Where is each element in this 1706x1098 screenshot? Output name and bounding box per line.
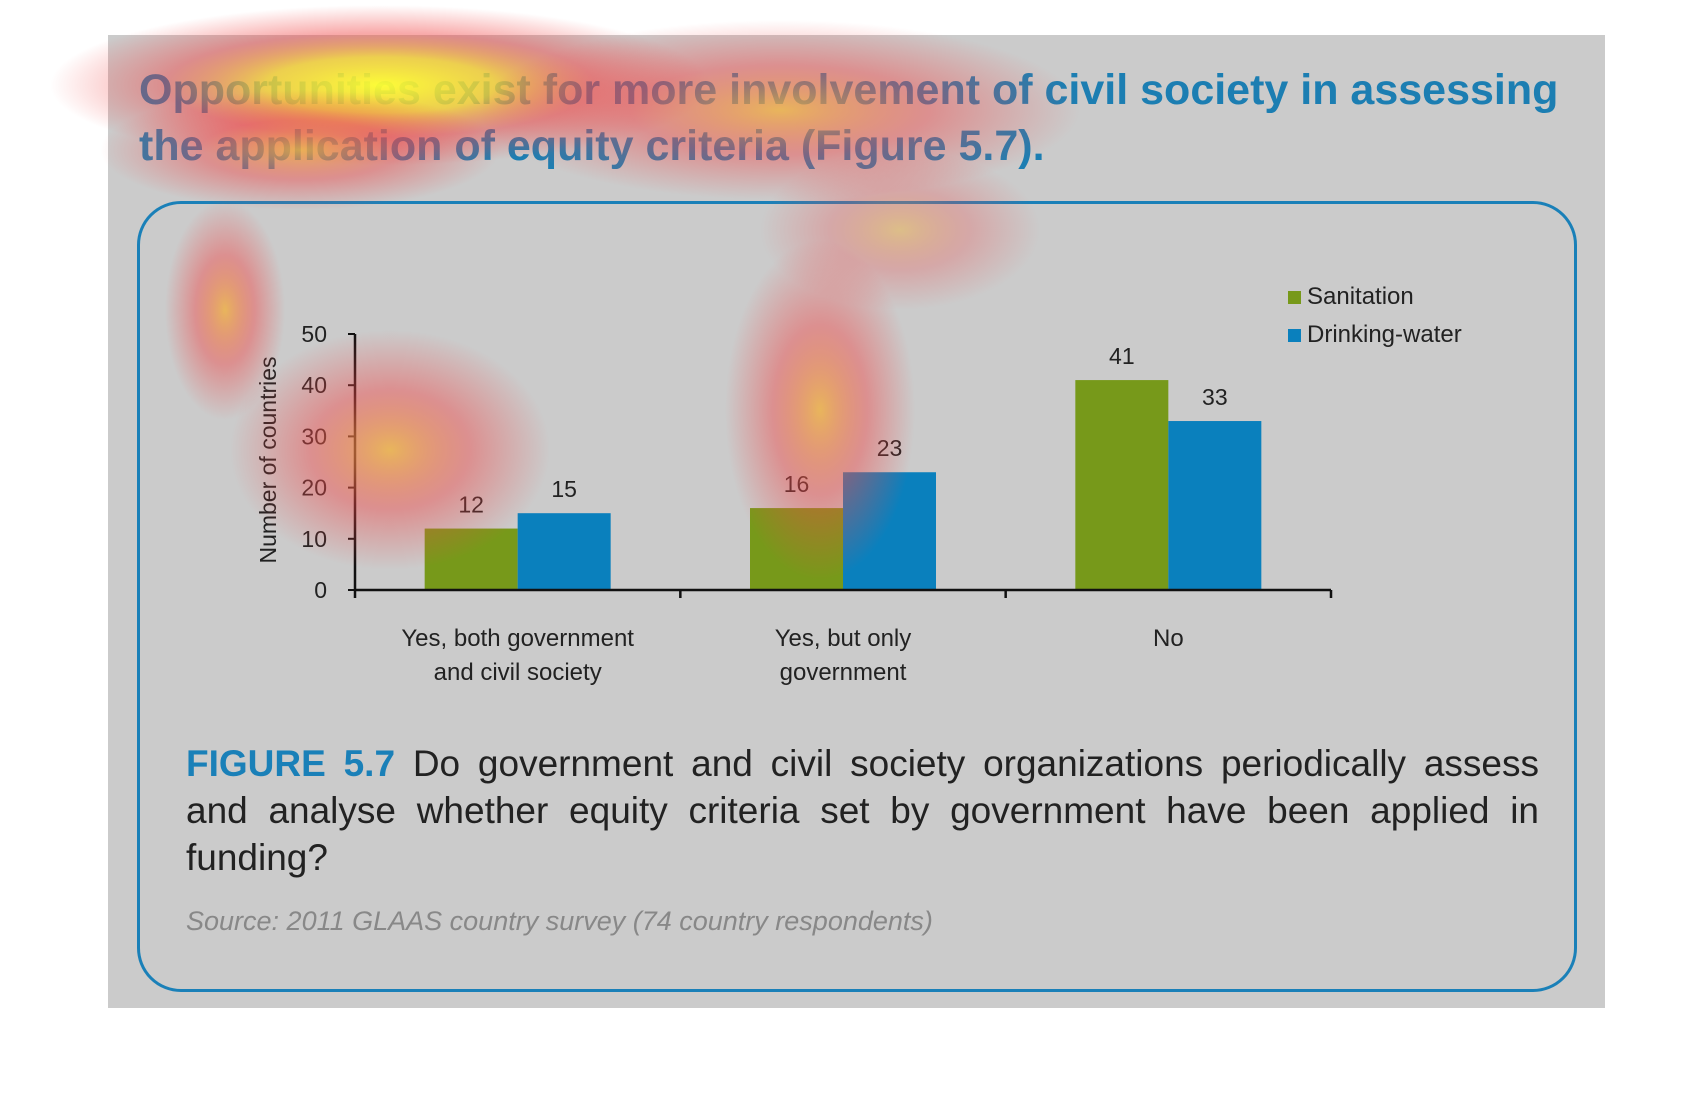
legend-label: Drinking-water: [1307, 321, 1462, 348]
x-tick-label: and civil society: [434, 659, 602, 686]
data-label: 16: [784, 471, 810, 497]
data-label: 12: [458, 492, 484, 518]
y-tick-label: 30: [301, 423, 327, 449]
x-tick-label: government: [780, 659, 907, 686]
figure-label: FIGURE 5.7: [186, 743, 396, 784]
y-tick-label: 20: [301, 475, 327, 501]
bar-sanitation: [424, 528, 518, 590]
y-tick-label: 50: [301, 321, 327, 347]
legend-label: Sanitation: [1307, 283, 1414, 310]
data-label: 15: [551, 476, 577, 502]
legend-swatch: [1288, 291, 1301, 304]
bar-sanitation: [1075, 380, 1169, 590]
x-tick-label: No: [1153, 625, 1184, 652]
data-label: 33: [1202, 384, 1228, 410]
x-tick-label: Yes, both government: [401, 625, 634, 652]
x-tick-label: Yes, but only: [775, 625, 912, 652]
figure-caption: FIGURE 5.7 Do government and civil socie…: [186, 740, 1539, 881]
data-label: 41: [1109, 343, 1135, 369]
legend-swatch: [1288, 329, 1301, 342]
bar-sanitation: [750, 508, 843, 590]
bar-drinking-water: [517, 513, 611, 590]
y-axis-label: Number of countries: [255, 356, 281, 563]
data-label: 23: [877, 435, 903, 461]
bar-drinking-water: [1168, 421, 1262, 590]
y-tick-label: 40: [301, 372, 327, 398]
figure-caption-text: Do government and civil society organiza…: [186, 743, 1539, 878]
bar-drinking-water: [843, 472, 936, 590]
y-tick-label: 10: [301, 526, 327, 552]
y-tick-label: 0: [314, 577, 327, 603]
source-note: Source: 2011 GLAAS country survey (74 co…: [186, 906, 933, 936]
